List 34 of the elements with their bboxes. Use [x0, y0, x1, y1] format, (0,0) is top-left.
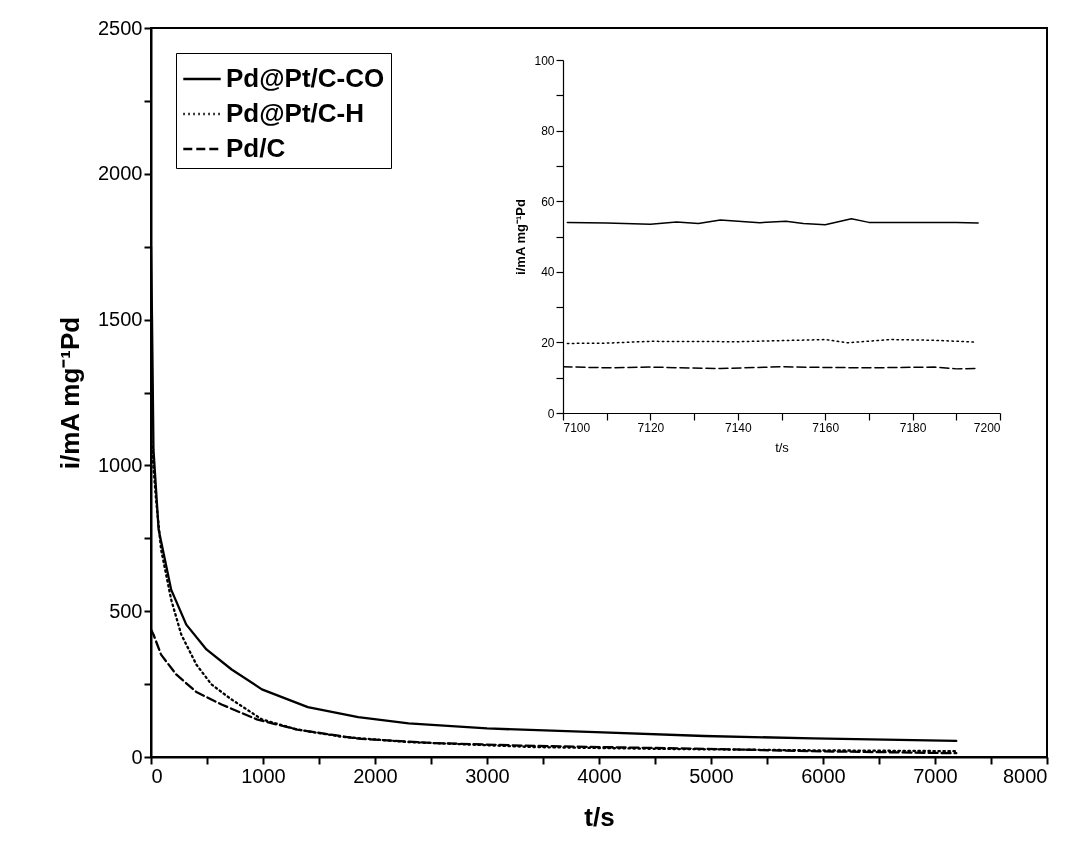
- legend-label: Pd@Pt/C-CO: [226, 63, 385, 93]
- y-tick-label: 500: [109, 599, 143, 622]
- x-tick-label: 1000: [241, 764, 286, 787]
- x-tick-label: 8000: [1003, 764, 1048, 787]
- y-tick-label: 20: [541, 335, 555, 350]
- x-tick-label: 7000: [913, 764, 958, 787]
- x-tick-label: 7180: [899, 420, 927, 435]
- y-tick-label: 2500: [98, 16, 143, 39]
- x-tick-label: 7140: [724, 420, 752, 435]
- x-tick-label: 4000: [577, 764, 622, 787]
- x-tick-label: 7160: [812, 420, 840, 435]
- x-tick-label: 7100: [563, 420, 591, 435]
- x-tick-label: 3000: [465, 764, 510, 787]
- legend-label: Pd/C: [226, 133, 286, 163]
- x-axis-title: t/s: [584, 801, 615, 832]
- y-tick-label: 100: [534, 53, 555, 68]
- y-tick-label: 0: [131, 745, 143, 768]
- x-tick-label: 7120: [637, 420, 665, 435]
- x-tick-label: 2000: [353, 764, 398, 787]
- y-tick-label: 60: [541, 194, 555, 209]
- y-tick-label: 0: [547, 406, 555, 421]
- y-tick-label: 2000: [98, 162, 143, 185]
- legend-label: Pd@Pt/C-H: [226, 98, 365, 128]
- y-tick-label: 1500: [98, 308, 143, 331]
- x-tick-label: 7200: [973, 420, 1001, 435]
- x-tick-label: 0: [151, 764, 163, 787]
- x-tick-label: 5000: [689, 764, 734, 787]
- x-tick-label: 6000: [801, 764, 846, 787]
- y-tick-label: 80: [541, 124, 555, 139]
- y-axis-title: i/mA mg⁻¹Pd: [513, 199, 529, 275]
- x-axis-title: t/s: [775, 439, 790, 455]
- y-axis-title: i/mA mg⁻¹Pd: [55, 316, 86, 470]
- y-tick-label: 1000: [98, 453, 143, 476]
- y-tick-label: 40: [541, 265, 555, 280]
